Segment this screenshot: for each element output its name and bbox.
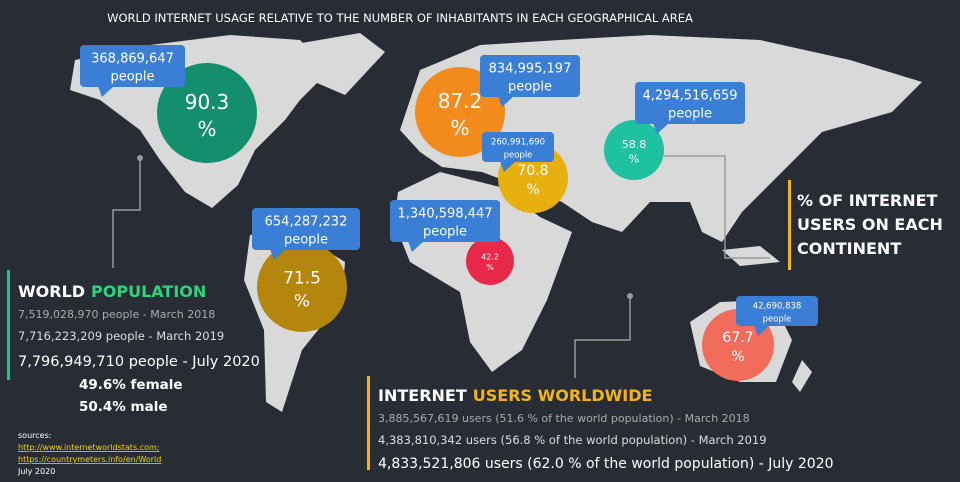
connectors — [112, 155, 770, 378]
sources-label: sources: — [18, 431, 51, 440]
bubble — [466, 237, 514, 285]
users-unit: people — [110, 70, 154, 85]
users: 654,287,232 — [265, 215, 348, 230]
region: 67.7% 42,690,838 people — [702, 296, 818, 381]
users: 1,340,598,447 — [397, 207, 492, 222]
percent: 87.2 — [438, 89, 483, 113]
callout-pointer — [408, 241, 424, 252]
percent: 58.8 — [622, 138, 647, 151]
callout-pointer — [498, 96, 514, 107]
users: 260,991,690 — [491, 138, 545, 148]
users: 834,995,197 — [489, 62, 572, 77]
percent: 90.3 — [185, 90, 230, 114]
percent-unit: % — [629, 153, 639, 166]
users: 4,294,516,659 — [642, 89, 737, 104]
callout — [482, 132, 554, 162]
percent: 42.2 — [481, 252, 499, 261]
users: 42,690,838 — [753, 302, 802, 312]
callout — [390, 200, 500, 242]
source-link[interactable]: https://countrymeters.info/en/World — [18, 455, 161, 464]
users-unit: people — [508, 80, 552, 95]
title-part: WORLD — [18, 282, 85, 301]
sources-date: July 2020 — [17, 467, 55, 476]
callout — [635, 82, 745, 124]
users: 368,869,647 — [91, 52, 174, 67]
callout-pointer — [500, 161, 516, 172]
percent: 70.8 — [517, 163, 548, 179]
callout — [736, 296, 818, 326]
region: 58.8% 4,294,516,659 people — [604, 82, 745, 180]
legend-line: % OF INTERNET — [797, 191, 938, 210]
source-link[interactable]: http://www.internetworldstats.com; — [18, 443, 159, 452]
users-title: INTERNET USERS WORLDWIDE — [378, 386, 652, 405]
percent: 71.5 — [283, 269, 321, 289]
region: 90.3% 368,869,647 people — [80, 45, 257, 163]
users-line: 3,885,567,619 users (51.6 % of the world… — [378, 412, 750, 425]
population-line: 7,796,949,710 people - July 2020 — [18, 354, 260, 370]
population-bar — [7, 270, 10, 380]
title: WORLD INTERNET USAGE RELATIVE TO THE NUM… — [107, 11, 693, 25]
bubble — [604, 120, 664, 180]
legend-line: CONTINENT — [797, 239, 901, 258]
users-unit: people — [423, 225, 467, 240]
region: 70.8% 260,991,690 people — [482, 132, 568, 213]
region: 42.2% 1,340,598,447 people — [390, 200, 514, 285]
male: 50.4% male — [79, 399, 168, 415]
legend-line: USERS ON EACH — [797, 215, 943, 234]
percent-unit: % — [294, 292, 310, 312]
population-title: WORLD POPULATION — [18, 282, 206, 301]
users-bar — [367, 376, 370, 470]
population-line: 7,519,028,970 people - March 2018 — [18, 308, 215, 321]
callout-pointer — [98, 86, 114, 97]
percent-unit: % — [197, 117, 216, 141]
legend-bar — [788, 180, 791, 270]
percent-unit: % — [450, 116, 469, 140]
callout-pointer — [653, 123, 669, 134]
percent-unit: % — [486, 263, 494, 272]
regions: 90.3% 368,869,647 people 71.5% 654,287,232 pe… — [80, 45, 818, 381]
users-unit: people — [504, 151, 533, 161]
bubble — [157, 63, 257, 163]
callout — [80, 45, 185, 87]
users-line: 4,833,521,806 users (62.0 % of the world… — [378, 456, 834, 472]
title-part: POPULATION — [91, 282, 206, 301]
users-unit: people — [284, 233, 328, 248]
percent: 67.7 — [722, 330, 753, 346]
female: 49.6% female — [79, 377, 183, 393]
callout-pointer — [754, 325, 770, 336]
callout — [252, 208, 360, 250]
title-part: USERS WORLDWIDE — [473, 386, 653, 405]
users-line: 4,383,810,342 users (56.8 % of the world… — [378, 433, 767, 447]
users-unit: people — [668, 107, 712, 122]
callout-pointer — [270, 249, 286, 260]
title-part: INTERNET — [378, 386, 467, 405]
bubble — [257, 242, 347, 332]
percent-unit: % — [731, 349, 744, 365]
region: 71.5% 654,287,232 people — [252, 208, 360, 332]
callout — [480, 55, 580, 97]
population-line: 7,716,223,209 people - March 2019 — [18, 329, 224, 343]
percent-unit: % — [526, 182, 539, 198]
users-unit: people — [763, 315, 792, 325]
